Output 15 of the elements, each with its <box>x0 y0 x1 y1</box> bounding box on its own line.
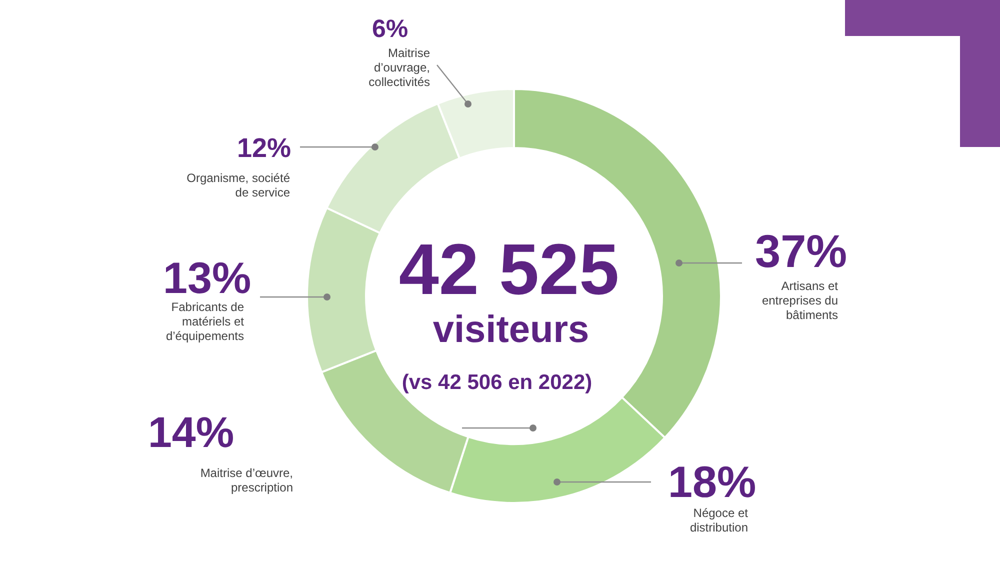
data-label: 37% <box>755 225 848 277</box>
text: visiteurs <box>432 309 590 351</box>
data-label: 14% <box>148 409 234 457</box>
slice-label: Organisme, société de service <box>186 171 290 200</box>
text: (vs 42 506 en 2022) <box>400 371 594 394</box>
slice-label: Artisans et entreprises du bâtiments <box>762 279 839 322</box>
slice-label: Maitrise d’ouvrage, collectivités <box>368 46 430 89</box>
slice-label: Maitrise d’œuvre, prescription <box>200 466 293 494</box>
slice-label: Fabricants de matériels et d’équipements <box>166 300 245 343</box>
data-label: 13% <box>163 254 252 303</box>
text: 42 525 <box>398 230 620 310</box>
data-label: 18% <box>668 458 756 507</box>
data-label: 6% <box>372 15 408 43</box>
slice-label: Négoce et distribution <box>690 506 749 534</box>
data-label: 12% <box>237 133 292 163</box>
